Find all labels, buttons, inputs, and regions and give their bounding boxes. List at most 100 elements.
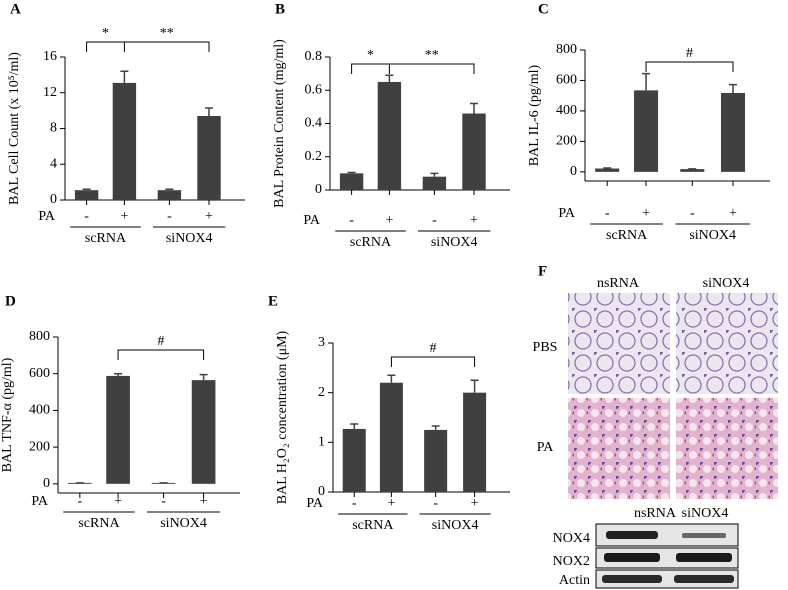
y-tick-label: 0: [315, 182, 322, 197]
x-tick-label: -: [352, 496, 357, 511]
y-tick-label: 400: [556, 103, 577, 118]
histology-image: [676, 293, 778, 394]
bar: [197, 115, 221, 200]
significance-bracket: [117, 349, 205, 360]
error-bar: [729, 83, 737, 93]
group-label: siNOX4: [689, 228, 736, 243]
blot-band: [606, 531, 658, 539]
error-bar: [470, 102, 478, 114]
error-bar: [350, 423, 359, 429]
x-tick-label: -: [161, 494, 166, 509]
error-bar: [165, 188, 174, 191]
panel-label: C: [538, 1, 549, 17]
y-tick-label: 3: [318, 335, 325, 350]
x-tick-label: -: [432, 213, 437, 228]
blot-strip: [595, 523, 739, 547]
bar: [157, 190, 182, 200]
x-tick-label: +: [200, 494, 208, 509]
panel-label: E: [268, 293, 278, 309]
bar: [377, 81, 402, 190]
blot-band: [682, 533, 726, 538]
bar: [422, 176, 447, 190]
x-tick-label: -: [78, 494, 83, 509]
histology-image: [568, 398, 670, 499]
bar: [379, 382, 403, 492]
column-label: nsRNA: [597, 276, 640, 291]
x-tick-label: +: [470, 213, 478, 228]
significance-label: #: [686, 46, 693, 61]
significance-bracket: [645, 61, 734, 72]
group-label: siNOX4: [166, 231, 213, 246]
x-row-label: PA: [31, 494, 49, 509]
histology-image: [676, 398, 778, 499]
y-tick-label: 800: [29, 329, 50, 344]
significance-label: #: [157, 334, 164, 349]
significance-label: *: [102, 26, 109, 41]
x-tick-label: -: [605, 206, 610, 221]
blot-band: [604, 553, 660, 562]
y-axis-label: BAL H₂O₂ concentration (μM): [275, 330, 290, 504]
error-bar: [431, 425, 440, 430]
y-tick-label: 12: [43, 85, 57, 100]
histology-image: [568, 293, 670, 394]
x-tick-label: +: [642, 206, 650, 221]
y-tick-label: 0: [570, 164, 577, 179]
x-tick-label: +: [385, 213, 393, 228]
blot-row-label: NOX4: [553, 531, 590, 546]
y-tick-label: 8: [50, 121, 57, 136]
y-tick-label: 0.6: [305, 82, 323, 97]
x-tick-label: +: [205, 209, 213, 224]
x-tick-label: -: [690, 206, 695, 221]
y-tick-label: 0: [50, 192, 57, 207]
panel-label: B: [275, 1, 285, 17]
error-bar: [430, 172, 439, 177]
blot-column-label: nsRNA: [634, 506, 677, 521]
column-label: siNOX4: [703, 276, 750, 291]
group-label: scRNA: [350, 235, 392, 250]
significance-bracket: [351, 63, 475, 74]
bar: [74, 190, 99, 200]
bar: [720, 92, 746, 172]
blot-band: [674, 575, 734, 583]
row-label: PBS: [533, 340, 558, 355]
x-row-label: PA: [303, 213, 321, 228]
bar: [112, 82, 137, 200]
error-bar: [470, 379, 479, 393]
bar: [106, 375, 130, 484]
y-axis-label: BAL IL-6 (pg/ml): [527, 64, 542, 166]
error-bar: [642, 72, 651, 91]
bar: [339, 173, 364, 190]
error-bar: [205, 107, 213, 116]
x-tick-label: +: [120, 209, 128, 224]
y-tick-label: 16: [43, 49, 57, 64]
x-row-label: PA: [558, 206, 576, 221]
x-tick-label: -: [84, 209, 89, 224]
group-label: scRNA: [352, 518, 394, 533]
significance-label: **: [425, 48, 439, 63]
y-tick-label: 0.2: [305, 149, 323, 164]
y-axis-label: BAL Protein Content (mg/ml): [272, 39, 287, 208]
bar: [634, 90, 659, 172]
group-label: scRNA: [85, 231, 127, 246]
x-tick-label: -: [349, 213, 354, 228]
x-tick-label: +: [729, 206, 737, 221]
error-bar: [82, 188, 91, 191]
panel-label: A: [10, 1, 21, 17]
error-bar: [347, 171, 356, 174]
group-label: siNOX4: [431, 235, 478, 250]
panel-label: F: [538, 263, 547, 279]
row-label: PA: [537, 440, 555, 455]
x-tick-label: +: [471, 496, 479, 511]
y-tick-label: 0.4: [305, 116, 323, 131]
blot-strip: [595, 569, 739, 589]
bar: [595, 168, 620, 172]
x-tick-label: -: [433, 496, 438, 511]
x-tick-label: +: [387, 496, 395, 511]
bar: [680, 169, 705, 172]
y-tick-label: 600: [556, 73, 577, 88]
panel-label: D: [5, 293, 16, 309]
blot-column-label: siNOX4: [682, 506, 729, 521]
y-tick-label: 1: [318, 435, 325, 450]
significance-label: #: [430, 341, 437, 356]
